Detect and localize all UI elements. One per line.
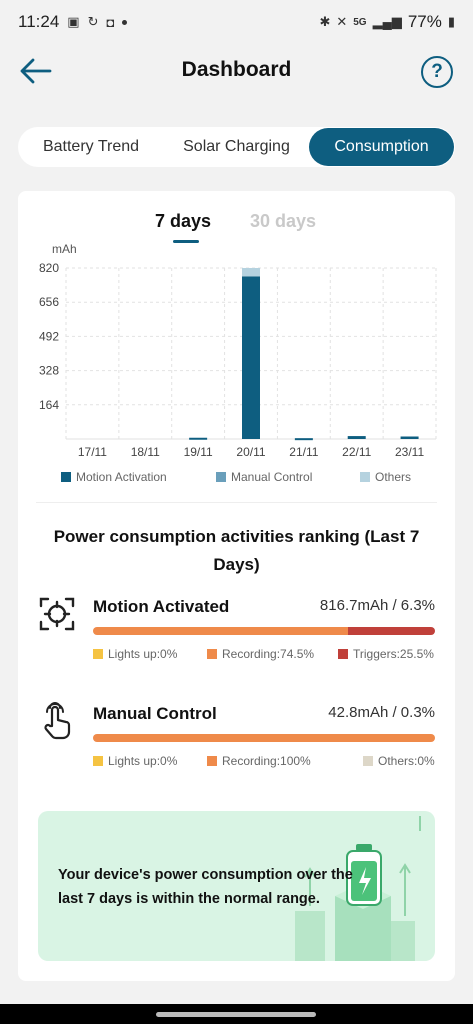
- divider: [36, 502, 437, 503]
- x-tick-label: 20/11: [236, 445, 265, 459]
- y-axis-label: mAh: [52, 242, 77, 256]
- view-tabs: Battery Trend Solar Charging Consumption: [18, 127, 455, 167]
- motion-target-icon: [39, 597, 75, 631]
- gallery-icon: ▣: [67, 14, 80, 29]
- header: Dashboard ?: [0, 48, 473, 96]
- legend-label: Lights up:0%: [108, 647, 178, 661]
- x-tick-label: 17/11: [78, 445, 107, 459]
- chart-bar: [294, 438, 313, 441]
- mute-icon: ✕: [336, 14, 348, 29]
- status-time: 11:24: [18, 12, 60, 31]
- y-tick-label: 492: [39, 329, 59, 343]
- x-tick-label: 21/11: [289, 445, 318, 459]
- legend-label: Recording:74.5%: [222, 647, 315, 661]
- ranking-bar: [93, 627, 435, 635]
- legend-swatch: [338, 649, 348, 659]
- chart-bar: [189, 437, 208, 440]
- tab-solar-charging[interactable]: Solar Charging: [183, 138, 290, 155]
- ranking-legend: Lights up:0% Recording:74.5% Triggers:25…: [93, 647, 435, 663]
- legend-swatch: [207, 756, 217, 766]
- sync-icon: ↻: [87, 14, 99, 29]
- legend-label: Motion Activation: [76, 470, 167, 484]
- consumption-card: 7 days 30 days mAh 164 328 492 656 820 17/11 18…: [18, 191, 455, 981]
- y-tick-label: 164: [39, 398, 59, 412]
- chart-bar: [242, 268, 260, 277]
- legend-swatch: [207, 649, 217, 659]
- active-tab-indicator: [173, 240, 199, 243]
- tab-battery-trend[interactable]: Battery Trend: [42, 138, 140, 155]
- legend-swatch: [61, 472, 71, 482]
- legend-lights: Lights up:0%: [93, 647, 177, 661]
- y-tick-label: 328: [39, 364, 59, 378]
- period-tabs: 7 days 30 days: [18, 211, 455, 251]
- hand-tap-icon: [44, 702, 71, 740]
- ranking-bar-segment: [93, 627, 348, 635]
- legend-recording: Recording:74.5%: [207, 647, 314, 661]
- legend-swatch: [93, 649, 103, 659]
- x-tick-label: 23/11: [395, 445, 424, 459]
- network-type: 5G: [353, 16, 367, 28]
- ranking-item-name: Motion Activated: [93, 597, 230, 616]
- ranking-bar-segment: [347, 627, 435, 635]
- shield-icon: ◘: [106, 14, 115, 30]
- legend-triggers: Triggers:25.5%: [338, 647, 434, 661]
- consumption-chart: mAh 164 328 492 656 820 17/11 18/11 19/11 20/11 21…: [18, 241, 455, 501]
- tab-30-days[interactable]: 30 days: [250, 211, 317, 231]
- help-button[interactable]: ?: [421, 56, 453, 88]
- bluetooth-icon: ✱: [319, 14, 331, 29]
- chart-svg: mAh 164 328 492 656 820 17/11 18/11 19/11 20/11 21…: [39, 242, 437, 484]
- signal-icon: ▂▄▆: [372, 14, 402, 29]
- legend-label: Recording:100%: [222, 754, 311, 768]
- legend-label: Lights up:0%: [108, 754, 178, 768]
- x-tick-label: 22/11: [342, 445, 371, 459]
- notification-dot-icon: [122, 19, 128, 25]
- chart-bar: [242, 276, 260, 439]
- legend-swatch: [93, 756, 103, 766]
- legend-others: Others:0%: [363, 754, 435, 768]
- ranking-bar-segment: [93, 734, 435, 742]
- legend-label: Triggers:25.5%: [353, 647, 434, 661]
- legend-recording: Recording:100%: [207, 754, 311, 768]
- chart-bar: [347, 436, 366, 439]
- status-bar: 11:24 ▣ ↻ ◘ ✱ ✕ 5G ▂▄▆ 77% ▮: [0, 0, 473, 44]
- ranking-bar: [93, 734, 435, 742]
- y-tick-label: 656: [39, 295, 59, 309]
- legend-label: Manual Control: [231, 470, 312, 484]
- back-button[interactable]: [18, 56, 52, 86]
- legend-swatch: [216, 472, 226, 482]
- y-tick-label: 820: [39, 261, 59, 275]
- x-tick-label: 19/11: [184, 445, 213, 459]
- ranking-title: Power consumption activities ranking (La…: [53, 527, 420, 574]
- back-arrow-icon: [20, 58, 52, 84]
- system-nav-bar: [0, 1004, 473, 1024]
- legend-swatch: [363, 756, 373, 766]
- status-banner: Your device's power consumption over the…: [38, 811, 435, 961]
- ranking-item-name: Manual Control: [93, 704, 217, 723]
- battery-icon: ▮: [447, 14, 455, 29]
- chart-bar: [400, 436, 419, 439]
- ranking-legend: Lights up:0% Recording:100% Others:0%: [93, 754, 435, 770]
- tab-7-days[interactable]: 7 days: [155, 211, 212, 231]
- page-title: Dashboard: [181, 58, 292, 81]
- legend-lights: Lights up:0%: [93, 754, 177, 768]
- ranking-item-value: 42.8mAh / 0.3%: [328, 704, 435, 721]
- legend-label: Others: [375, 470, 411, 484]
- battery-percent: 77%: [407, 12, 442, 31]
- home-handle[interactable]: [156, 1012, 316, 1017]
- tab-consumption[interactable]: Consumption: [309, 128, 454, 166]
- legend-swatch: [360, 472, 370, 482]
- x-tick-label: 18/11: [131, 445, 160, 459]
- legend-label: Others:0%: [378, 754, 435, 768]
- ranking-item-value: 816.7mAh / 6.3%: [319, 597, 435, 614]
- banner-text: Your device's power consumption over the…: [58, 867, 353, 907]
- battery-illustration-icon: [295, 816, 421, 961]
